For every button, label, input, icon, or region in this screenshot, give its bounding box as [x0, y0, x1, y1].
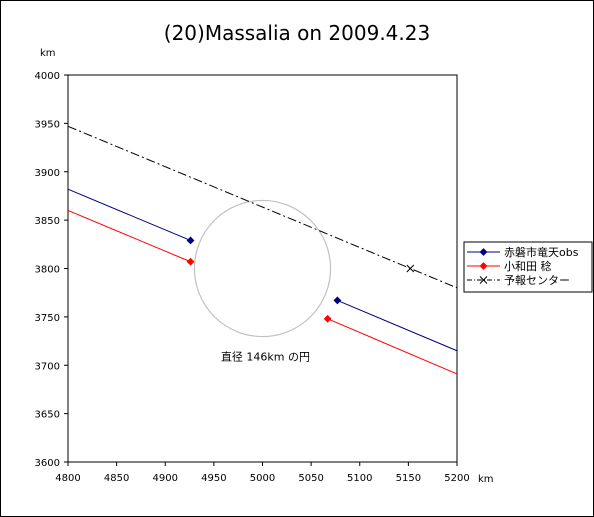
x-tick-label: 4900: [153, 473, 178, 484]
legend-marker: [479, 276, 488, 284]
series-line: [67, 209, 191, 263]
circle-annotation: 直径 146km の円: [221, 349, 310, 363]
series-line: [67, 125, 458, 289]
y-tick-label: 4000: [35, 71, 60, 82]
data-point: [333, 296, 342, 305]
x-tick-label: 4800: [55, 473, 80, 484]
x-axis: 4800 4850 4900 4950 5000 5050 5100 5150 5200: [55, 462, 470, 484]
y-tick-label: 3900: [35, 168, 60, 179]
series-0: [67, 188, 458, 352]
legend-marker: [479, 262, 488, 270]
x-tick-label: 5200: [444, 473, 469, 484]
legend-label: 小和田 稔: [504, 259, 552, 273]
plot-area: [67, 74, 458, 463]
x-tick-label: 5050: [298, 473, 323, 484]
data-point: [186, 257, 195, 266]
y-axis: 3600 3650 3700 3750 3800 3850 3900 3950 4000: [35, 71, 68, 469]
series-line: [67, 188, 191, 241]
legend-label: 赤磐市竜天obs: [504, 245, 579, 259]
y-tick-label: 3750: [35, 313, 60, 324]
series-1: [67, 209, 458, 375]
data-point: [406, 264, 415, 273]
series-line: [327, 318, 458, 375]
y-tick-label: 3650: [35, 410, 60, 421]
reference-circle: [193, 199, 332, 338]
series-2: [67, 125, 458, 289]
y-tick-label: 3850: [35, 216, 60, 227]
x-tick-label: 5100: [347, 473, 372, 484]
y-tick-label: 3950: [35, 119, 60, 130]
y-tick-label: 3700: [35, 361, 60, 372]
y-tick-label: 3600: [35, 458, 60, 469]
x-tick-label: 5150: [396, 473, 421, 484]
data-point: [323, 314, 332, 323]
x-axis-unit: km: [478, 474, 494, 485]
chart-title: (20)Massalia on 2009.4.23: [164, 21, 430, 45]
data-point: [186, 236, 195, 245]
series-layer: [67, 125, 458, 375]
x-tick-label: 5000: [250, 473, 275, 484]
legend-marker: [479, 248, 488, 256]
y-tick-label: 3800: [35, 265, 60, 276]
x-tick-label: 4850: [104, 473, 129, 484]
y-axis-unit: km: [40, 48, 56, 59]
series-line: [337, 299, 458, 352]
legend-label: 予報センター: [504, 274, 570, 287]
x-tick-label: 4950: [201, 473, 226, 484]
